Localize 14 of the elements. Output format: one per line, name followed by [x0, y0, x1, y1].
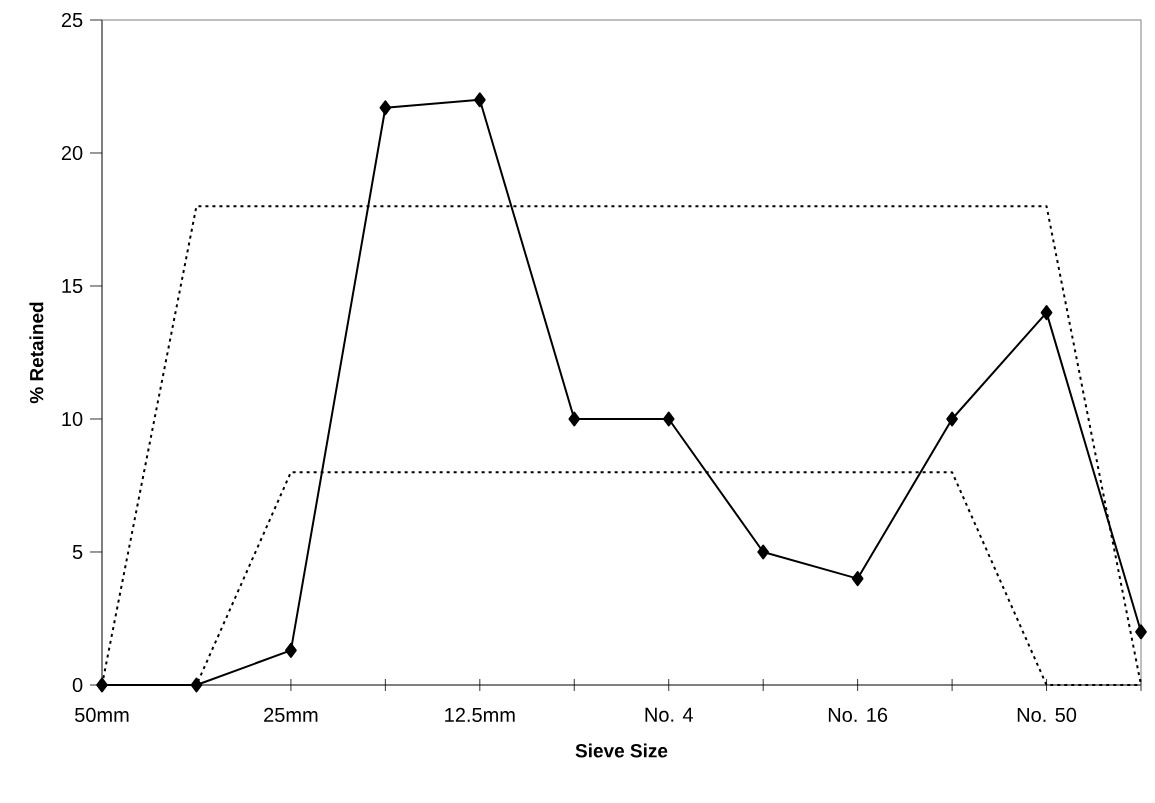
x-tick-label: No. 50: [1017, 707, 1077, 723]
y-axis-title: % Retained: [29, 302, 44, 404]
x-tick-label: 50mm: [75, 707, 129, 723]
y-tick-label: 5: [72, 545, 83, 559]
x-tick-label: 12.5mm: [445, 707, 515, 723]
x-tick-label: No. 4: [645, 707, 693, 722]
y-tick-label: 15: [62, 279, 83, 293]
x-tick-label: No. 16: [828, 707, 888, 723]
y-tick-label: 10: [62, 411, 83, 427]
y-tick-label: 0: [72, 677, 83, 693]
x-axis-title: Sieve Size: [575, 743, 668, 758]
y-tick-label: 25: [61, 12, 83, 28]
x-tick-label: 25mm: [264, 707, 318, 723]
y-tick-label: 20: [61, 145, 83, 161]
